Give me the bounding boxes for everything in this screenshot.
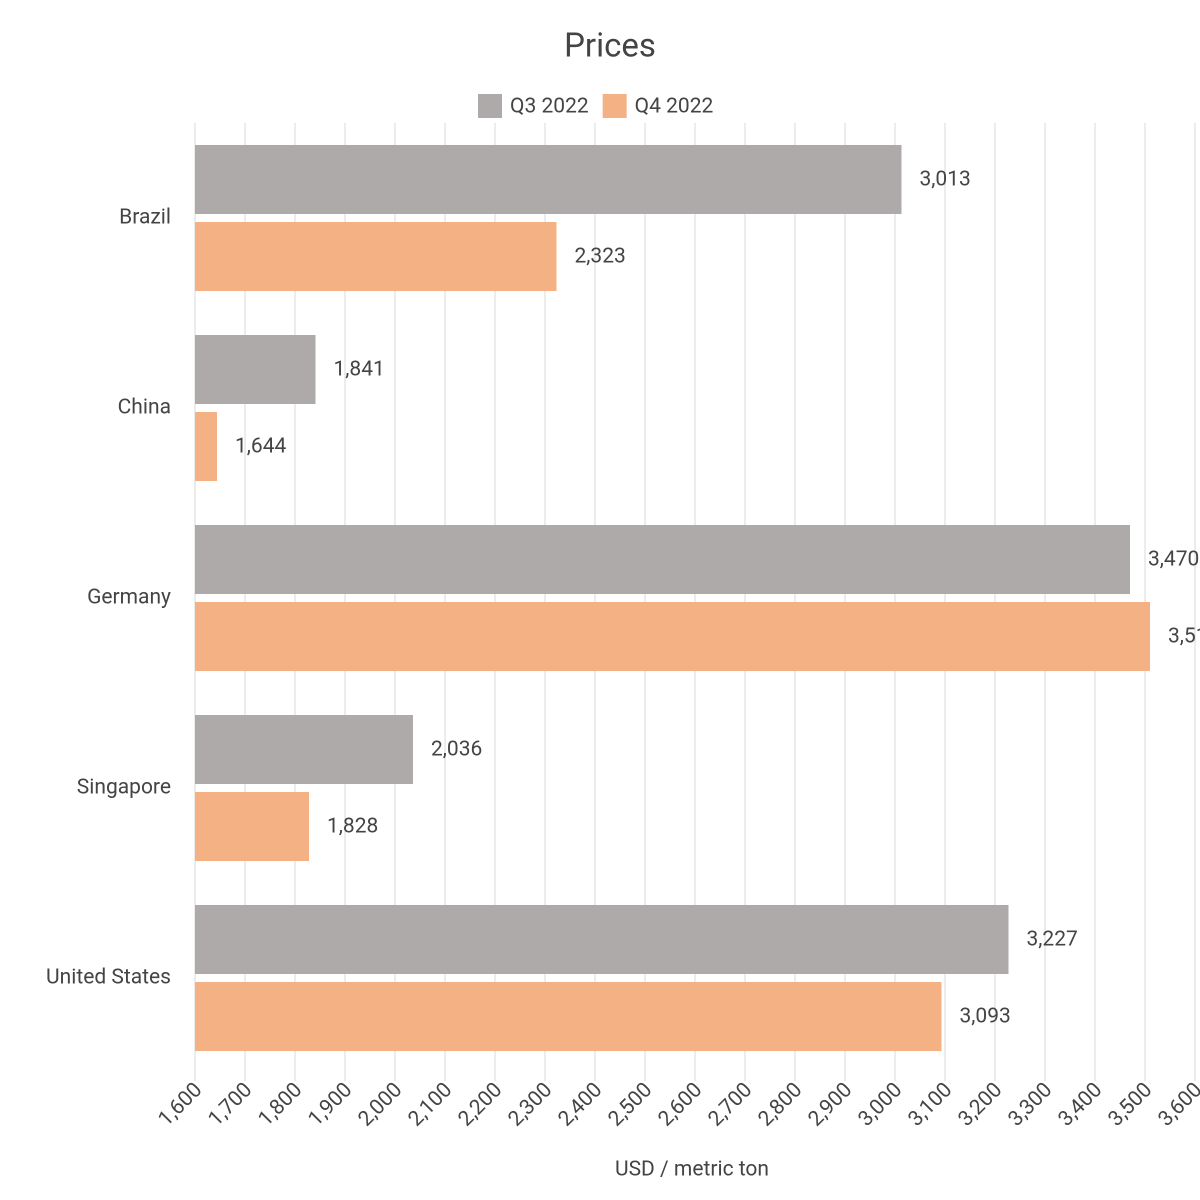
value-label: 1,828 (327, 815, 378, 839)
bar (195, 412, 217, 481)
x-tick-label: 2,800 (754, 1078, 807, 1131)
x-tick-label: 3,200 (954, 1078, 1007, 1131)
x-tick-label: 2,000 (354, 1078, 407, 1131)
y-tick-label: Brazil (119, 206, 171, 230)
bar (195, 335, 316, 404)
x-tick-label: 2,400 (554, 1078, 607, 1131)
y-tick-label: Germany (87, 586, 171, 610)
chart-title: Prices (564, 27, 656, 66)
value-label: 3,510 (1168, 625, 1200, 649)
x-tick-label: 3,100 (904, 1078, 957, 1131)
legend-swatch (478, 94, 502, 118)
value-label: 1,841 (334, 358, 385, 382)
x-tick-label: 3,500 (1104, 1078, 1157, 1131)
value-label: 1,644 (235, 435, 287, 459)
value-label: 2,323 (575, 245, 626, 269)
x-tick-label: 3,400 (1054, 1078, 1107, 1131)
x-tick-label: 2,900 (804, 1078, 857, 1131)
legend-swatch (602, 94, 627, 118)
bar (195, 982, 942, 1051)
bar (195, 905, 1009, 974)
legend-label: Q3 2022 (510, 95, 589, 119)
bar (195, 792, 309, 861)
x-tick-label: 2,100 (404, 1078, 457, 1131)
x-tick-label: 1,800 (254, 1078, 307, 1131)
x-axis-title: USD / metric ton (615, 1158, 769, 1182)
bar (195, 715, 413, 784)
y-tick-label: United States (46, 966, 171, 990)
bar (195, 525, 1130, 594)
x-tick-label: 2,200 (454, 1078, 507, 1131)
bar (195, 602, 1150, 671)
legend-label: Q4 2022 (635, 95, 714, 119)
x-tick-label: 1,900 (304, 1078, 357, 1131)
x-tick-label: 2,700 (704, 1078, 757, 1131)
x-tick-label: 3,300 (1004, 1078, 1057, 1131)
value-label: 2,036 (431, 738, 482, 762)
x-tick-label: 2,600 (654, 1078, 707, 1131)
x-tick-label: 3,600 (1154, 1078, 1200, 1131)
bar (195, 145, 902, 214)
y-tick-label: China (118, 396, 171, 420)
bar (195, 222, 557, 291)
value-label: 3,470 (1148, 548, 1199, 572)
x-tick-label: 1,700 (204, 1078, 257, 1131)
x-tick-label: 3,000 (854, 1078, 907, 1131)
y-tick-label: Singapore (77, 776, 171, 800)
x-tick-label: 1,600 (154, 1078, 207, 1131)
x-tick-label: 2,500 (604, 1078, 657, 1131)
value-label: 3,227 (1027, 928, 1078, 952)
x-tick-label: 2,300 (504, 1078, 557, 1131)
value-label: 3,093 (960, 1005, 1011, 1029)
value-label: 3,013 (920, 168, 971, 192)
